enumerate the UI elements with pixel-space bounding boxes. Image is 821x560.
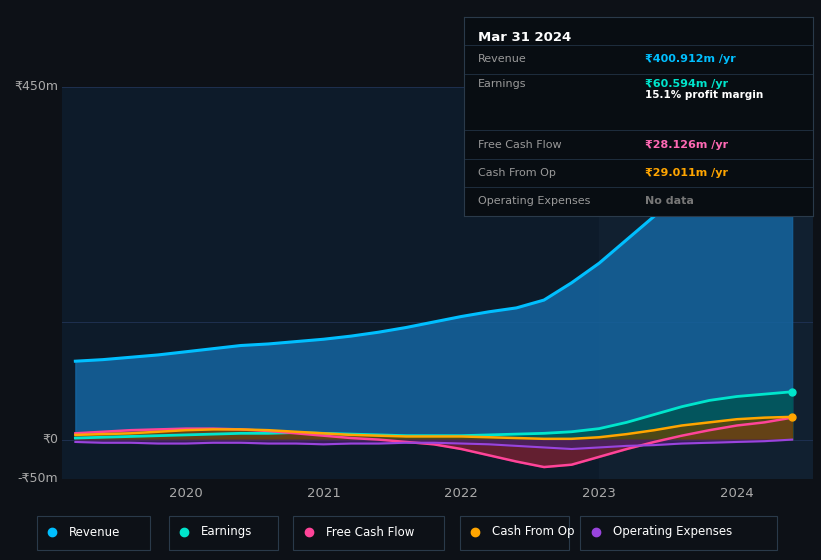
Text: Revenue: Revenue	[478, 54, 526, 64]
Text: Operating Expenses: Operating Expenses	[478, 197, 590, 207]
Text: ₹0: ₹0	[42, 433, 57, 446]
Text: ₹28.126m /yr: ₹28.126m /yr	[645, 139, 728, 150]
Text: Cash From Op: Cash From Op	[478, 168, 556, 178]
Text: 15.1% profit margin: 15.1% profit margin	[645, 90, 764, 100]
Bar	[599, 87, 813, 479]
Text: Mar 31 2024: Mar 31 2024	[478, 31, 571, 44]
Text: ₹400.912m /yr: ₹400.912m /yr	[645, 54, 736, 64]
Text: Free Cash Flow: Free Cash Flow	[326, 525, 415, 539]
Text: -₹50m: -₹50m	[17, 472, 57, 486]
Text: Cash From Op: Cash From Op	[492, 525, 575, 539]
Text: ₹29.011m /yr: ₹29.011m /yr	[645, 168, 728, 178]
Text: No data: No data	[645, 197, 695, 207]
Text: Revenue: Revenue	[69, 525, 121, 539]
Text: Free Cash Flow: Free Cash Flow	[478, 139, 562, 150]
Text: ₹60.594m /yr: ₹60.594m /yr	[645, 78, 728, 88]
Text: Earnings: Earnings	[478, 78, 526, 88]
Text: Earnings: Earnings	[201, 525, 253, 539]
Text: ₹450m: ₹450m	[14, 80, 57, 94]
Text: Operating Expenses: Operating Expenses	[613, 525, 732, 539]
